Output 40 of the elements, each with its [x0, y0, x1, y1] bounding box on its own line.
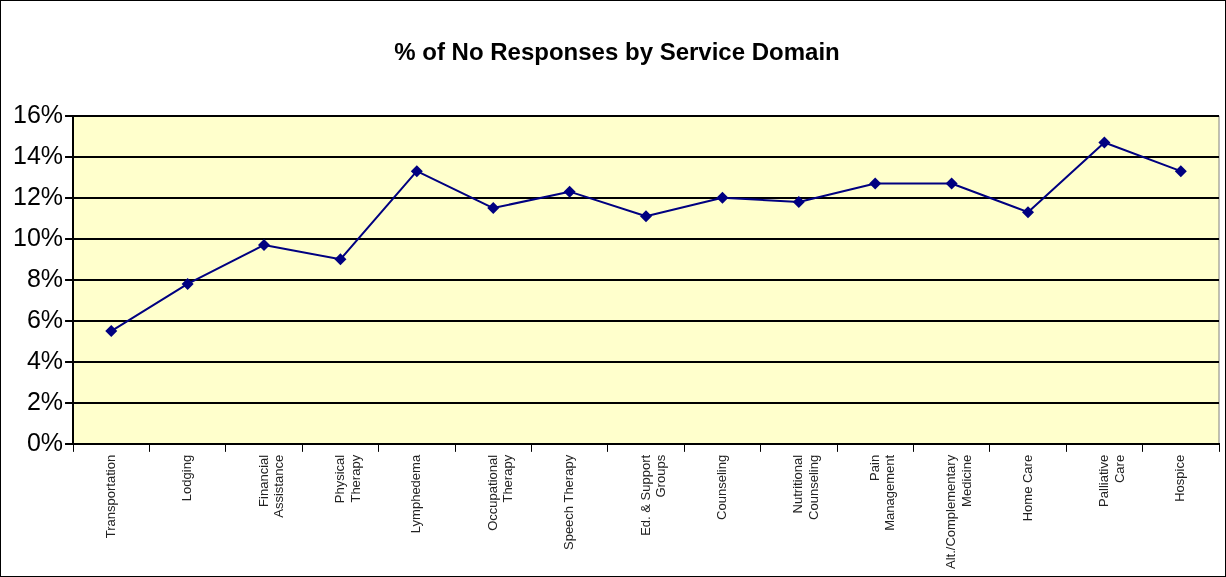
- y-tick-label: 10%: [12, 222, 64, 251]
- x-tick-label: Palliative Care: [1095, 454, 1127, 507]
- x-tick-label: Counseling: [713, 454, 729, 520]
- point: [181, 277, 194, 290]
- point: [716, 191, 729, 204]
- point: [334, 253, 347, 266]
- point: [1022, 206, 1035, 219]
- point: [105, 325, 118, 338]
- x-tick-label: Financial Assistance: [255, 454, 287, 518]
- y-tick-label: 14%: [12, 140, 64, 169]
- y-tick-label: 16%: [12, 99, 64, 128]
- x-tick-label: Physical Therapy: [332, 454, 363, 504]
- point: [945, 177, 958, 190]
- y-tick-label: 12%: [12, 181, 64, 210]
- point: [410, 165, 423, 178]
- y-tick-label: 6%: [26, 304, 64, 333]
- x-tick-label: Hospice: [1172, 454, 1188, 502]
- point: [640, 210, 653, 223]
- y-tick-label: 4%: [26, 345, 64, 374]
- point: [1098, 136, 1111, 149]
- x-tick-label: Lymphedema: [408, 454, 424, 534]
- x-tick-label: Ed. & Support Groups: [637, 454, 669, 536]
- point: [792, 195, 805, 208]
- x-tick-label: Nutritional Counseling: [790, 454, 821, 520]
- x-tick-label: Home Care: [1019, 454, 1035, 522]
- x-tick-label: Pain Management: [866, 454, 898, 531]
- x-tick-label: Lodging: [179, 454, 195, 502]
- point: [1174, 165, 1187, 178]
- y-tick-label: 8%: [26, 263, 64, 292]
- x-tick-label: Speech Therapy: [561, 454, 577, 551]
- point: [869, 177, 882, 190]
- x-tick-label: Occupational Therapy: [484, 454, 516, 531]
- x-tick-label: Alt./Complementary Medicine: [943, 454, 974, 570]
- y-tick-label: 2%: [26, 386, 64, 415]
- point: [563, 185, 576, 198]
- x-tick-label: Transportation: [102, 454, 118, 539]
- y-tick-label: 0%: [26, 427, 64, 456]
- point: [487, 202, 500, 215]
- chart-title: % of No Responses by Service Domain: [394, 38, 840, 66]
- point: [258, 238, 271, 251]
